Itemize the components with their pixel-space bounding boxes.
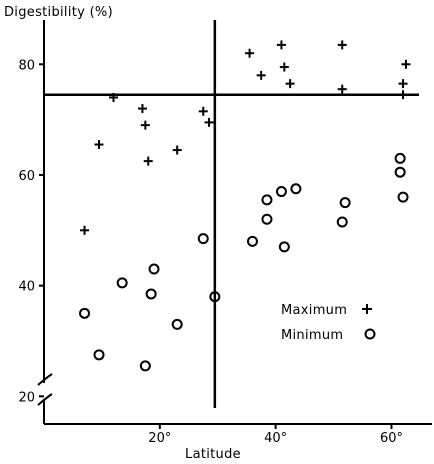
point-maximum [198, 106, 208, 116]
x-axis-title: Latitude [185, 447, 241, 462]
axis-labels: Digestibility (%) Latitude [4, 5, 241, 462]
axes [37, 20, 432, 425]
point-minimum [394, 166, 406, 178]
point-minimum [275, 186, 287, 198]
y-axis-break-mark [37, 393, 53, 406]
point-minimum [261, 213, 273, 225]
point-minimum [171, 318, 183, 330]
point-minimum [197, 233, 209, 245]
point-minimum [278, 241, 290, 253]
point-maximum [279, 62, 289, 72]
legend-marker-minimum [364, 328, 376, 340]
point-maximum [337, 40, 347, 50]
x-tick-label: 60° [380, 431, 403, 446]
point-minimum [290, 183, 302, 195]
point-maximum [140, 120, 150, 130]
y-axis-break-mark [37, 373, 53, 386]
point-maximum [285, 79, 295, 89]
point-maximum [108, 92, 118, 102]
y-tick-label: 20 [18, 390, 35, 405]
point-maximum [398, 79, 408, 89]
y-tick-label: 80 [18, 58, 35, 73]
point-minimum [148, 263, 160, 275]
point-maximum [172, 145, 182, 155]
x-tick-label: 40° [264, 431, 287, 446]
point-maximum [137, 104, 147, 114]
point-minimum [139, 360, 151, 372]
legend-label-maximum: Maximum [281, 303, 347, 318]
y-tick-label: 60 [18, 169, 35, 184]
point-minimum [145, 288, 157, 300]
y-axis-title: Digestibility (%) [4, 5, 113, 20]
point-maximum [398, 90, 408, 100]
point-minimum [246, 235, 258, 247]
reference-lines [44, 20, 419, 408]
x-tick-label: 20° [148, 431, 171, 446]
point-maximum [276, 40, 286, 50]
point-minimum [336, 216, 348, 228]
point-maximum [143, 156, 153, 166]
y-tick-label: 40 [18, 280, 35, 295]
ticks: 20 40 60 80 20° 40° 60° [18, 58, 403, 446]
legend-label-minimum: Minimum [281, 328, 343, 343]
point-maximum [245, 48, 255, 58]
point-minimum [209, 291, 221, 303]
point-minimum [261, 194, 273, 206]
point-maximum [337, 84, 347, 94]
point-minimum [397, 191, 409, 203]
legend: Maximum Minimum [281, 303, 376, 343]
point-minimum [394, 152, 406, 164]
point-minimum [93, 349, 105, 361]
legend-marker-maximum [362, 304, 372, 314]
point-maximum [94, 140, 104, 150]
point-minimum [339, 197, 351, 209]
point-minimum [116, 277, 128, 289]
point-maximum [256, 70, 266, 80]
point-maximum [80, 225, 90, 235]
point-maximum [401, 59, 411, 69]
data-points [79, 40, 411, 372]
point-maximum [204, 117, 214, 127]
point-minimum [79, 307, 91, 319]
